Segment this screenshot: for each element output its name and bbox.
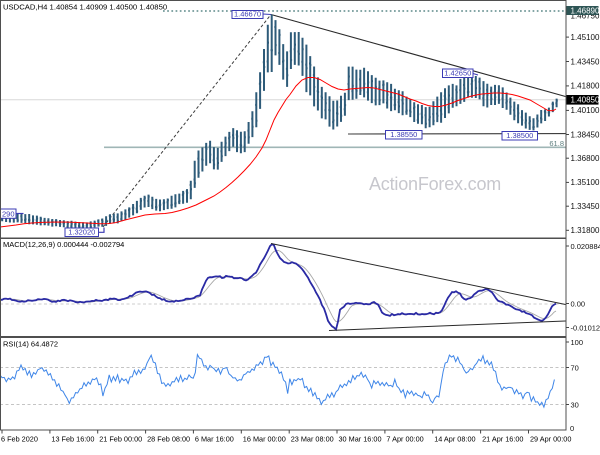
svg-text:1.41800: 1.41800 [571, 82, 600, 91]
svg-text:1.35100: 1.35100 [571, 178, 600, 187]
svg-text:0: 0 [570, 424, 574, 433]
svg-text:6 Mar 16:00: 6 Mar 16:00 [195, 434, 234, 443]
svg-text:290: 290 [2, 210, 15, 219]
svg-text:21 Feb 00:00: 21 Feb 00:00 [99, 434, 142, 443]
svg-text:29 Apr 00:00: 29 Apr 00:00 [530, 434, 571, 443]
svg-text:1.33450: 1.33450 [571, 202, 600, 211]
svg-text:70: 70 [571, 363, 579, 372]
svg-text:ActionForex.com: ActionForex.com [369, 174, 501, 194]
svg-text:16 Mar 00:00: 16 Mar 00:00 [243, 434, 286, 443]
svg-text:0.00: 0.00 [571, 299, 586, 308]
svg-text:1.31800: 1.31800 [571, 226, 600, 235]
svg-text:RSI(14) 64.4872: RSI(14) 64.4872 [3, 340, 58, 349]
svg-text:1.42650: 1.42650 [444, 69, 471, 78]
svg-text:28 Feb 08:00: 28 Feb 08:00 [147, 434, 190, 443]
svg-text:13 Feb 16:00: 13 Feb 16:00 [51, 434, 94, 443]
svg-text:1.38550: 1.38550 [390, 130, 417, 139]
svg-text:1.43450: 1.43450 [571, 57, 600, 66]
svg-text:USDCAD,H4 1.40854 1.40909 1.40: USDCAD,H4 1.40854 1.40909 1.40500 1.4085… [3, 3, 167, 12]
svg-text:1.36800: 1.36800 [571, 154, 600, 163]
svg-text:6 Feb 2020: 6 Feb 2020 [1, 434, 38, 443]
svg-text:1.38450: 1.38450 [571, 130, 600, 139]
svg-text:23 Mar 08:00: 23 Mar 08:00 [291, 434, 334, 443]
svg-text:1.40850: 1.40850 [571, 96, 600, 105]
svg-text:0.020884: 0.020884 [571, 242, 600, 251]
svg-text:14 Apr 08:00: 14 Apr 08:00 [434, 434, 475, 443]
svg-text:1.38500: 1.38500 [506, 131, 533, 140]
svg-text:1.32020: 1.32020 [68, 228, 95, 237]
svg-text:30 Mar 16:00: 30 Mar 16:00 [339, 434, 382, 443]
svg-text:7 Apr 00:00: 7 Apr 00:00 [386, 434, 423, 443]
svg-text:1.40100: 1.40100 [571, 106, 600, 115]
svg-text:1.46670: 1.46670 [234, 10, 261, 19]
svg-text:61.8: 61.8 [549, 139, 564, 148]
svg-text:1.46890: 1.46890 [571, 6, 600, 15]
svg-text:21 Apr 16:00: 21 Apr 16:00 [482, 434, 523, 443]
svg-text:MACD(12,26,9) 0.000444 -0.0027: MACD(12,26,9) 0.000444 -0.002794 [3, 240, 124, 249]
svg-text:100: 100 [571, 338, 584, 347]
svg-text:30: 30 [571, 400, 579, 409]
svg-text:1.45100: 1.45100 [571, 33, 600, 42]
